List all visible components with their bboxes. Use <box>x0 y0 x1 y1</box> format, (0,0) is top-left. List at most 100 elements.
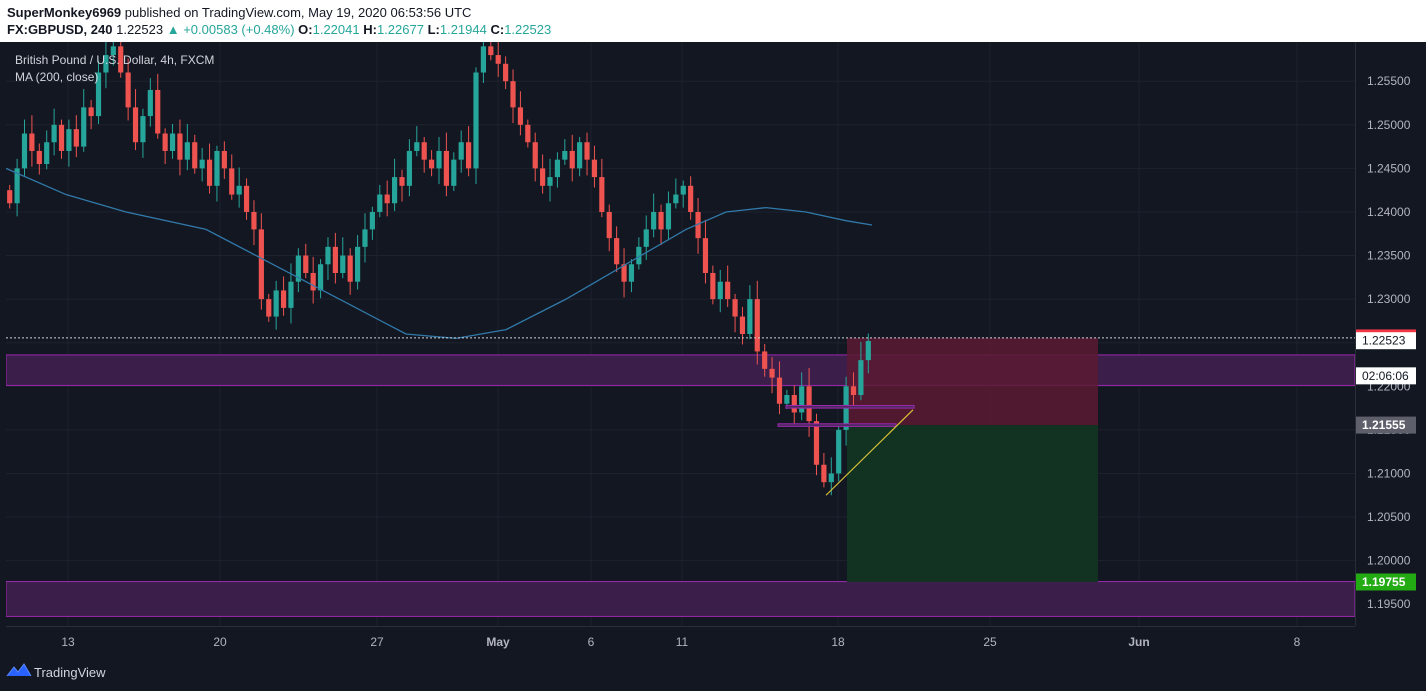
price-label-box <box>1356 367 1416 385</box>
chart-legend-indicator[interactable]: MA (200, close) <box>15 70 99 84</box>
low-label: L: <box>427 22 440 37</box>
support-resistance-zone <box>6 354 1355 386</box>
candle-body <box>599 177 605 212</box>
price-axis[interactable]: 1.195001.200001.205001.210001.215001.220… <box>1355 42 1426 626</box>
time-tick-label: 8 <box>1294 635 1301 649</box>
candle-body <box>362 229 368 247</box>
candle-body <box>762 351 768 369</box>
candle-body <box>214 150 220 186</box>
candle-body <box>488 46 494 56</box>
price-tick-label: 1.21000 <box>1367 466 1411 480</box>
candle-body <box>29 133 35 151</box>
candle-body <box>732 299 738 317</box>
candle-body <box>695 211 701 239</box>
candle-body <box>547 177 553 186</box>
candle-body <box>377 194 383 212</box>
price-label-box <box>1356 416 1416 434</box>
price-tick-label: 1.23000 <box>1367 292 1411 306</box>
candle-body <box>769 368 775 378</box>
candle-body <box>828 473 834 483</box>
last-price: 1.22523 <box>116 22 164 37</box>
candle-body <box>525 124 531 143</box>
candle-body <box>243 185 250 212</box>
published-text: published on TradingView.com, May 19, 20… <box>124 5 472 20</box>
price-label-box <box>1356 332 1416 350</box>
candle-body <box>95 72 102 117</box>
support-resistance-zone <box>6 581 1355 617</box>
candle-body <box>132 107 139 143</box>
candle-body <box>569 150 575 169</box>
time-tick-label: 18 <box>831 635 845 649</box>
chart-legend-title[interactable]: British Pound / U.S. Dollar, 4h, FXCM <box>15 53 215 67</box>
candle-body <box>710 272 716 300</box>
candle-body <box>643 229 649 247</box>
candle-body <box>562 150 568 160</box>
candle-body <box>717 281 723 300</box>
chart-canvas[interactable] <box>6 42 1355 626</box>
candle-body <box>103 55 109 73</box>
time-tick-label: 20 <box>213 635 227 649</box>
time-axis-canvas[interactable]: 13 20 27 May 6 11 18 25 Jun 8 <box>6 627 1355 655</box>
candle-body <box>66 129 72 151</box>
candle-body <box>303 255 309 273</box>
chart-pane[interactable] <box>6 42 1355 626</box>
candle-body <box>702 238 709 273</box>
candle-body <box>680 185 686 195</box>
candle-body <box>51 124 57 143</box>
candle-body <box>591 159 598 178</box>
candle-body <box>510 81 516 108</box>
time-tick-label: 6 <box>588 635 595 649</box>
left-margin <box>0 42 6 654</box>
candle-body <box>532 142 538 169</box>
candle-body <box>317 264 324 291</box>
candle-body <box>332 246 338 273</box>
candle-body <box>747 299 753 334</box>
candle-body <box>865 340 871 361</box>
price-tick-label: 1.25500 <box>1367 74 1411 88</box>
candle-body <box>58 124 65 151</box>
candle-body <box>414 142 420 151</box>
candle-body <box>628 264 635 282</box>
tradingview-logo-icon[interactable] <box>6 662 32 685</box>
candle-body <box>850 386 857 396</box>
candle-body <box>155 89 161 134</box>
candle-body <box>81 107 87 147</box>
candle-body <box>14 168 20 204</box>
time-axis[interactable]: 13 20 27 May 6 11 18 25 Jun 8 <box>6 626 1355 655</box>
reward-zone <box>847 425 1098 582</box>
candle-body <box>118 46 124 73</box>
candle-body <box>791 395 797 413</box>
price-tick-label: 1.25000 <box>1367 118 1411 132</box>
candle-body <box>836 429 842 474</box>
candle-body <box>429 159 435 169</box>
price-axis-canvas[interactable]: 1.195001.200001.205001.210001.215001.220… <box>1356 42 1426 626</box>
candle-body <box>251 211 257 230</box>
close-value: 1.22523 <box>504 22 552 37</box>
price-tick-label: 1.20000 <box>1367 554 1411 568</box>
candle-body <box>495 55 501 64</box>
candle-body <box>540 168 546 186</box>
quote-line: FX:GBPUSD, 240 1.22523 ▲ +0.00583 (+0.48… <box>7 22 551 37</box>
moving-average-line <box>6 167 873 340</box>
candle-body <box>784 395 790 404</box>
candle-body <box>436 150 442 169</box>
candle-body <box>266 299 272 317</box>
candle-body <box>199 159 205 169</box>
candle-body <box>162 133 168 151</box>
candle-body <box>147 89 153 117</box>
candle-body <box>503 63 509 82</box>
time-tick-label: 25 <box>983 635 997 649</box>
price-label-text: 1.22523 <box>1362 334 1406 348</box>
symbol-label: FX:GBPUSD, 240 <box>7 22 113 37</box>
candle-body <box>36 150 42 165</box>
candle-body <box>451 159 457 186</box>
candle-body <box>421 142 427 160</box>
candle-body <box>295 255 301 282</box>
publish-header: SuperMonkey6969 published on TradingView… <box>0 0 1426 42</box>
candle-body <box>391 177 398 204</box>
tradingview-brand[interactable]: TradingView <box>34 665 106 680</box>
candle-body <box>258 229 264 300</box>
author-name[interactable]: SuperMonkey6969 <box>7 5 122 20</box>
candle-body <box>229 168 235 195</box>
candle-body <box>177 133 183 160</box>
